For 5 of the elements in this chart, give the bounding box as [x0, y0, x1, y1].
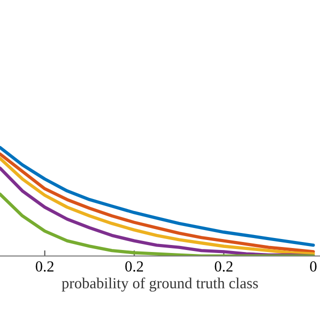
x-tick-label: 0.2: [125, 261, 143, 272]
x-tick-label: 0: [310, 261, 317, 272]
x-axis-title: probability of ground truth class: [62, 277, 258, 292]
x-tick-label: 0.2: [36, 261, 54, 272]
x-tick-label: 0.2: [214, 261, 232, 272]
